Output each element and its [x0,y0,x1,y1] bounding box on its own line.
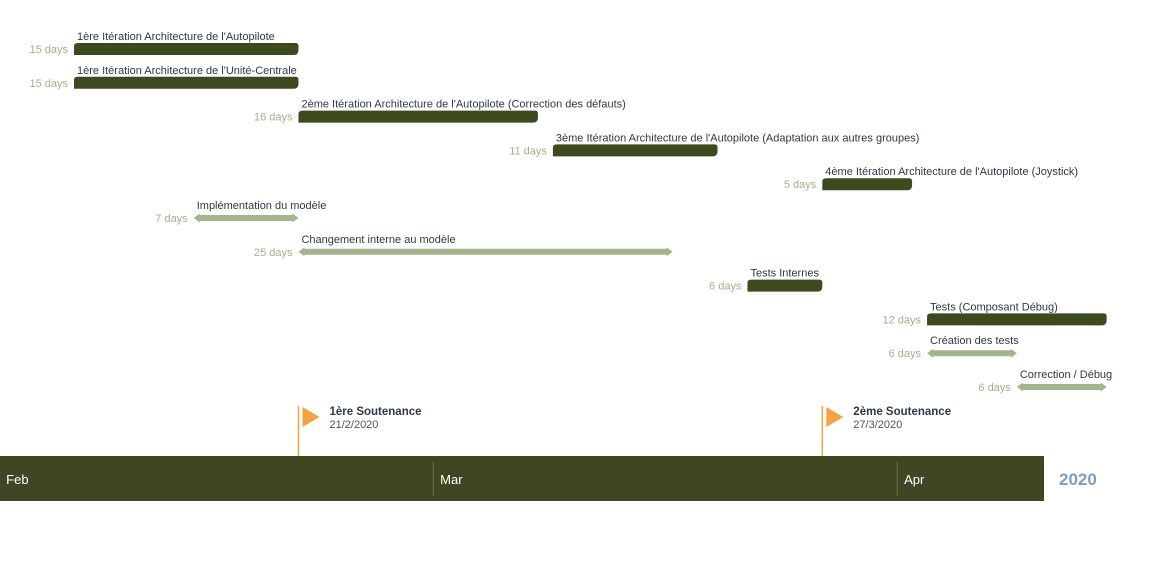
task-row: Correction / Débug 6 days [978,369,1112,394]
time-axis-band [0,456,1044,501]
task-duration-label: 15 days [29,78,68,90]
year-label: 2020 [1059,470,1097,489]
task-bar[interactable] [747,279,823,292]
task-row: 1ère Itération Architecture de l'Autopil… [29,31,299,56]
task-bar[interactable] [74,76,299,89]
task-label: 3ème Itération Architecture de l'Autopil… [556,132,919,144]
task-bar[interactable] [927,313,1107,326]
task-duration-label: 25 days [254,247,293,259]
task-label: 1ère Itération Architecture de l'Unité-C… [77,65,297,77]
milestone-date: 27/3/2020 [853,419,902,431]
task-row: Tests (Composant Débug) 12 days [883,301,1107,326]
task-duration-label: 11 days [509,145,547,157]
task-label: Tests (Composant Débug) [930,301,1058,313]
flag-icon[interactable] [302,407,320,427]
task-duration-label: 12 days [883,314,922,326]
task-bar[interactable] [298,110,538,123]
milestone-title: 2ème Soutenance [853,406,951,418]
task-bar[interactable] [74,43,299,55]
task-label: 1ère Itération Architecture de l'Autopil… [77,31,275,43]
task-duration-label: 5 days [784,179,817,191]
task-row: 4ème Itération Architecture de l'Autopil… [784,166,1078,191]
task-bar-span[interactable] [1016,382,1107,392]
task-bar[interactable] [822,178,913,191]
task-duration-label: 7 days [155,213,188,225]
tasks-layer: 1ère Itération Architecture de l'Autopil… [29,31,1112,394]
task-label: Implémentation du modèle [197,200,327,212]
task-row: Implémentation du modèle 7 days [155,200,326,225]
month-label: Mar [440,472,463,487]
milestone-date: 21/2/2020 [329,419,378,431]
task-label: 2ème Itération Architecture de l'Autopil… [301,99,625,111]
month-label: Feb [6,472,28,487]
task-duration-label: 6 days [889,348,922,360]
task-label: 4ème Itération Architecture de l'Autopil… [825,166,1078,178]
flag-icon[interactable] [826,407,844,427]
task-duration-label: 15 days [29,44,68,56]
task-bar[interactable] [552,144,718,157]
task-row: Création des tests 6 days [889,335,1020,360]
task-label: Tests Internes [750,268,819,280]
task-duration-label: 6 days [978,382,1011,394]
task-row: Changement interne au modèle 25 days [254,234,673,259]
task-label: Correction / Débug [1020,369,1112,381]
time-axis: Feb Mar Apr [0,456,1044,501]
task-label: Création des tests [930,335,1019,347]
task-duration-label: 6 days [709,281,742,293]
task-row: 2ème Itération Architecture de l'Autopil… [254,99,626,124]
task-bar-span[interactable] [298,247,673,257]
task-row: 1ère Itération Architecture de l'Unité-C… [29,65,299,90]
task-duration-label: 16 days [254,112,293,124]
task-row: 3ème Itération Architecture de l'Autopil… [509,132,919,157]
milestone-title: 1ère Soutenance [329,406,421,418]
task-bar-span[interactable] [927,348,1017,358]
task-row: Tests Internes 6 days [709,268,823,293]
task-bar-span[interactable] [193,213,299,223]
month-label: Apr [904,472,925,487]
task-label: Changement interne au modèle [301,234,455,246]
